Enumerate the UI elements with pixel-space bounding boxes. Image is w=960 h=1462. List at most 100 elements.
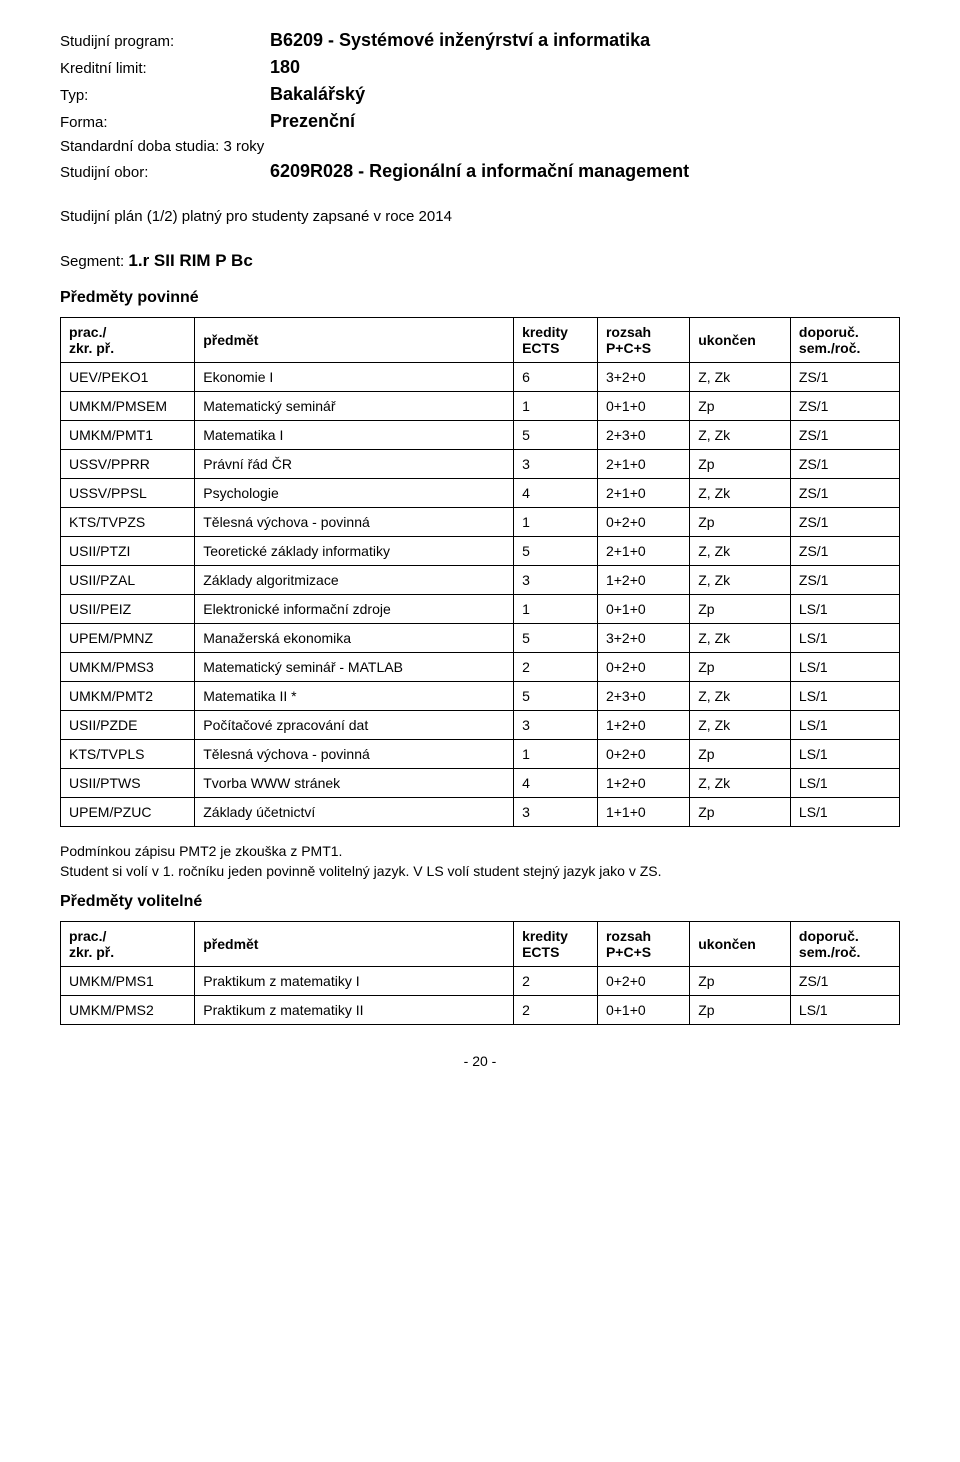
th-end: ukončen [690, 922, 791, 967]
table-row: USII/PTZITeoretické základy informatiky5… [61, 537, 900, 566]
table-cell: Zp [690, 508, 791, 537]
segment-code: 1.r SII RIM P Bc [128, 251, 252, 270]
table-header-row: prac./zkr. př. předmět kredityECTS rozsa… [61, 318, 900, 363]
table-cell: LS/1 [790, 769, 899, 798]
table-row: KTS/TVPZSTělesná výchova - povinná10+2+0… [61, 508, 900, 537]
table-cell: 3 [514, 711, 598, 740]
table-cell: 3+2+0 [597, 624, 689, 653]
table-cell: LS/1 [790, 682, 899, 711]
table-cell: Z, Zk [690, 479, 791, 508]
th-credits: kredityECTS [514, 318, 598, 363]
table-cell: UMKM/PMT2 [61, 682, 195, 711]
table-cell: USII/PEIZ [61, 595, 195, 624]
table-cell: KTS/TVPLS [61, 740, 195, 769]
meta-block: Studijní program: B6209 - Systémové inže… [60, 30, 900, 182]
table-cell: UMKM/PMS2 [61, 996, 195, 1025]
table-row: KTS/TVPLSTělesná výchova - povinná10+2+0… [61, 740, 900, 769]
table-cell: UMKM/PMSEM [61, 392, 195, 421]
table-cell: 5 [514, 537, 598, 566]
table-cell: UPEM/PMNZ [61, 624, 195, 653]
duration-label: Standardní doba studia: 3 roky [60, 138, 264, 155]
table-header-row: prac./zkr. př. předmět kredityECTS rozsa… [61, 922, 900, 967]
table-cell: LS/1 [790, 624, 899, 653]
table-cell: Ekonomie I [195, 363, 514, 392]
table-cell: Elektronické informační zdroje [195, 595, 514, 624]
segment-label: Segment: [60, 253, 124, 270]
table-cell: 5 [514, 682, 598, 711]
table-cell: Tvorba WWW stránek [195, 769, 514, 798]
table-cell: UMKM/PMS1 [61, 967, 195, 996]
table-cell: 3 [514, 798, 598, 827]
table-cell: Tělesná výchova - povinná [195, 508, 514, 537]
table-cell: UMKM/PMS3 [61, 653, 195, 682]
table-cell: Základy algoritmizace [195, 566, 514, 595]
table-row: USII/PTWSTvorba WWW stránek41+2+0Z, ZkLS… [61, 769, 900, 798]
table-cell: 1 [514, 740, 598, 769]
table-row: UMKM/PMSEMMatematický seminář10+1+0ZpZS/… [61, 392, 900, 421]
th-end: ukončen [690, 318, 791, 363]
table-cell: Zp [690, 996, 791, 1025]
table-cell: Manažerská ekonomika [195, 624, 514, 653]
table-cell: 2+1+0 [597, 479, 689, 508]
notes: Podmínkou zápisu PMT2 je zkouška z PMT1.… [60, 843, 900, 879]
table-cell: 4 [514, 479, 598, 508]
segment-line: Segment: 1.r SII RIM P Bc [60, 251, 900, 271]
th-subject: předmět [195, 922, 514, 967]
table-cell: LS/1 [790, 711, 899, 740]
table-cell: USII/PTWS [61, 769, 195, 798]
table-cell: ZS/1 [790, 967, 899, 996]
mandatory-table: prac./zkr. př. předmět kredityECTS rozsa… [60, 317, 900, 827]
table-cell: Z, Zk [690, 537, 791, 566]
table-cell: 3 [514, 566, 598, 595]
program-value: B6209 - Systémové inženýrství a informat… [270, 30, 650, 51]
table-cell: Teoretické základy informatiky [195, 537, 514, 566]
table-cell: USII/PZDE [61, 711, 195, 740]
table-cell: 4 [514, 769, 598, 798]
th-scope: rozsahP+C+S [597, 318, 689, 363]
table-cell: UMKM/PMT1 [61, 421, 195, 450]
table-cell: Počítačové zpracování dat [195, 711, 514, 740]
table-cell: Zp [690, 740, 791, 769]
table-cell: KTS/TVPZS [61, 508, 195, 537]
table-cell: USSV/PPSL [61, 479, 195, 508]
table-cell: 1 [514, 508, 598, 537]
table-cell: Matematický seminář [195, 392, 514, 421]
table-cell: 1+2+0 [597, 769, 689, 798]
table-cell: 1+2+0 [597, 711, 689, 740]
table-cell: 0+2+0 [597, 967, 689, 996]
table-cell: ZS/1 [790, 508, 899, 537]
th-code: prac./zkr. př. [61, 922, 195, 967]
th-scope: rozsahP+C+S [597, 922, 689, 967]
table-cell: 1 [514, 392, 598, 421]
field-value: 6209R028 - Regionální a informační manag… [270, 161, 689, 182]
table-cell: Z, Zk [690, 682, 791, 711]
table-cell: 2+1+0 [597, 537, 689, 566]
optional-table: prac./zkr. př. předmět kredityECTS rozsa… [60, 921, 900, 1025]
optional-title: Předměty volitelné [60, 893, 900, 911]
th-rec: doporuč.sem./roč. [790, 922, 899, 967]
table-cell: 2 [514, 653, 598, 682]
mandatory-title: Předměty povinné [60, 289, 900, 307]
table-cell: Matematický seminář - MATLAB [195, 653, 514, 682]
table-row: UMKM/PMT2Matematika II *52+3+0Z, ZkLS/1 [61, 682, 900, 711]
table-cell: ZS/1 [790, 566, 899, 595]
table-cell: Praktikum z matematiky I [195, 967, 514, 996]
table-cell: 1+1+0 [597, 798, 689, 827]
form-value: Prezenční [270, 111, 355, 132]
table-row: UMKM/PMS2Praktikum z matematiky II20+1+0… [61, 996, 900, 1025]
table-cell: Právní řád ČR [195, 450, 514, 479]
table-cell: Matematika I [195, 421, 514, 450]
table-cell: 2 [514, 967, 598, 996]
table-cell: UEV/PEKO1 [61, 363, 195, 392]
table-cell: ZS/1 [790, 392, 899, 421]
table-cell: Z, Zk [690, 624, 791, 653]
table-cell: 3+2+0 [597, 363, 689, 392]
table-cell: Matematika II * [195, 682, 514, 711]
table-cell: 2 [514, 996, 598, 1025]
table-cell: LS/1 [790, 996, 899, 1025]
table-cell: 1+2+0 [597, 566, 689, 595]
credit-value: 180 [270, 57, 300, 78]
table-row: UMKM/PMS3Matematický seminář - MATLAB20+… [61, 653, 900, 682]
table-cell: Z, Zk [690, 566, 791, 595]
plan-line: Studijní plán (1/2) platný pro studenty … [60, 208, 900, 225]
